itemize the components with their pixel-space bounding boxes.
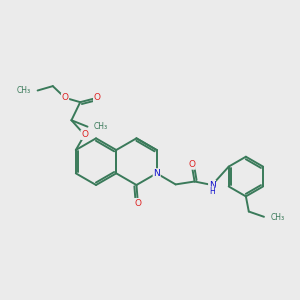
Text: O: O: [61, 93, 68, 102]
Text: CH₃: CH₃: [270, 213, 284, 222]
Text: H: H: [209, 187, 215, 196]
Text: O: O: [94, 93, 100, 102]
Text: CH₃: CH₃: [94, 122, 108, 131]
Text: N: N: [153, 169, 160, 178]
Text: O: O: [134, 199, 141, 208]
Text: O: O: [81, 130, 88, 139]
Text: O: O: [188, 160, 195, 169]
Text: CH₃: CH₃: [17, 86, 31, 95]
Text: N: N: [209, 181, 215, 190]
